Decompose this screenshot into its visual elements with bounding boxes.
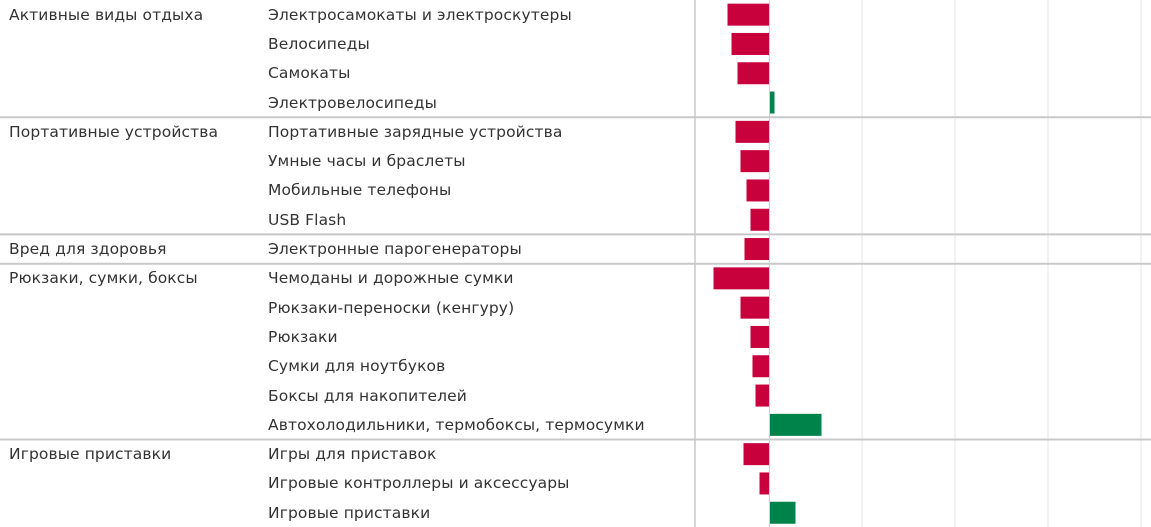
category-label: Автохолодильники, термобоксы, термосумки [268, 415, 645, 434]
bar-negative [746, 179, 770, 202]
category-label: Велосипеды [268, 34, 370, 53]
bar-negative [727, 3, 770, 26]
bar-negative [755, 384, 770, 407]
category-label: Умные часы и браслеты [268, 152, 466, 171]
category-label: Игровые приставки [268, 503, 431, 522]
category-label: Боксы для накопителей [268, 386, 467, 405]
bar-positive [769, 413, 822, 436]
category-label: Самокаты [268, 64, 351, 83]
bar-negative [750, 325, 770, 348]
bar-negative [752, 355, 770, 378]
bar-negative [740, 296, 770, 319]
bar-positive [769, 91, 775, 114]
category-label: Сумки для ноутбуков [268, 357, 446, 376]
bar-negative [744, 238, 770, 261]
group-label: Вред для здоровья [9, 240, 167, 259]
category-label: Портативные зарядные устройства [268, 122, 563, 141]
bar-negative [750, 208, 770, 231]
category-label: Чемоданы и дорожные сумки [268, 269, 514, 288]
bar-negative [713, 267, 770, 290]
group-label: Рюкзаки, сумки, боксы [9, 269, 198, 288]
bar-negative [735, 120, 770, 143]
bar-negative [737, 62, 770, 85]
category-label: Рюкзаки [268, 327, 338, 346]
bar-negative [740, 150, 770, 173]
group-label: Портативные устройства [9, 122, 219, 141]
group-label: Активные виды отдыха [9, 5, 204, 24]
bar-negative [743, 443, 770, 466]
category-label: Электронные парогенераторы [268, 240, 522, 259]
category-label: USB Flash [268, 210, 347, 229]
group-label: Игровые приставки [9, 445, 172, 464]
bar-positive [769, 501, 796, 524]
category-label: Игры для приставок [268, 445, 437, 464]
category-label: Рюкзаки-переноски (кенгуру) [268, 298, 515, 317]
category-label: Электровелосипеды [268, 93, 437, 112]
bar-negative [759, 472, 770, 495]
bar-negative [731, 32, 770, 55]
category-label: Игровые контроллеры и аксессуары [268, 474, 570, 493]
category-label: Электросамокаты и электроскутеры [268, 5, 572, 24]
category-label: Мобильные телефоны [268, 181, 452, 200]
